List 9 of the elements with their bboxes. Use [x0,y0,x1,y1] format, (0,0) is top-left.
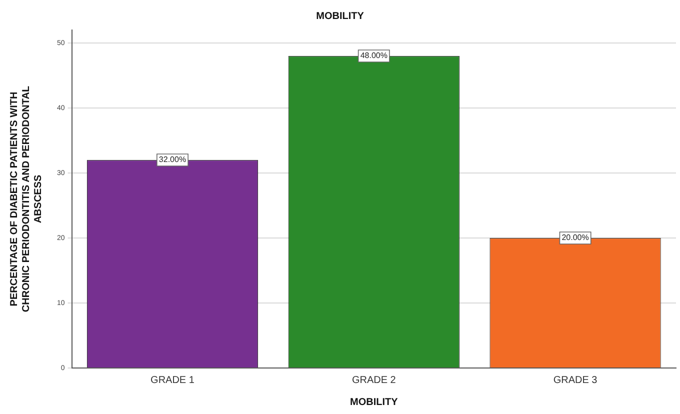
data-label: 48.00% [360,51,388,60]
x-tick-label: GRADE 3 [553,374,598,386]
x-tick-label: GRADE 1 [150,374,195,386]
data-label: 20.00% [562,233,589,242]
data-label: 32.00% [158,155,186,164]
y-axis-title: PERCENTAGE OF DIABETIC PATIENTS WITH CHRONIC PERIODONTITIS AND PERIODONTAL ABSCESS [8,86,44,312]
chart-title: MOBILITY [316,10,364,22]
x-tick-label: GRADE 2 [352,374,396,386]
x-axis-title: MOBILITY [350,396,398,408]
